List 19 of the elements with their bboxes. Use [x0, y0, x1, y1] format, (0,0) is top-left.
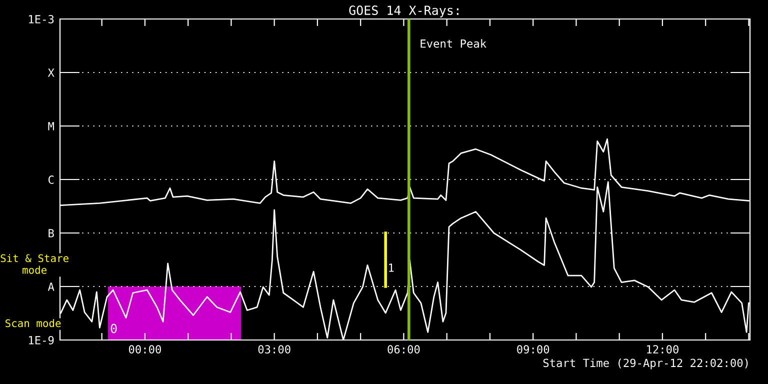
x-tick-label: 06:00 [388, 345, 420, 354]
x-tick-label: 09:00 [517, 345, 550, 354]
x-tick-label: 00:00 [128, 345, 161, 354]
y-tick-label: M [48, 122, 54, 130]
annotation: Sit & Stare mode [0, 254, 68, 274]
annotation: Scan mode [6, 319, 61, 328]
y-tick-label: C [48, 176, 54, 184]
x-tick-label: 03:00 [258, 345, 290, 354]
x-tick-label: 12:00 [647, 345, 678, 354]
y-tick-label: 1E-3 [29, 15, 54, 24]
y-tick-label: X [48, 68, 54, 77]
chart-title: GOES 14 X-Rays: [349, 6, 458, 18]
annotation: 1 [389, 264, 394, 272]
x-axis-title: Start Time (29-Apr-12 22:02:00) [543, 358, 748, 370]
annotation: 0 [110, 324, 117, 334]
y-tick-label: A [48, 282, 54, 291]
y-tick-label: B [48, 229, 54, 238]
ref-line-label: Event Peak [420, 39, 486, 48]
y-tick-label: 1E-9 [29, 336, 54, 344]
